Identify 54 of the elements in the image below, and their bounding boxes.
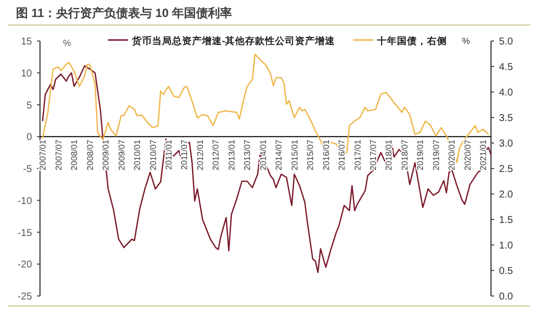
- x-tick-label: 2017/07: [368, 139, 378, 170]
- y-tick-label: -10: [18, 196, 32, 207]
- x-tick-label: 2012/01: [194, 139, 205, 170]
- x-tick-label: 2009/07: [116, 139, 126, 170]
- x-tick-label: 2011/01: [163, 139, 174, 170]
- x-tick-label: 2015/01: [289, 139, 300, 170]
- y2-tick-label: 5.0: [499, 36, 514, 48]
- y-tick-label: 0: [26, 132, 32, 144]
- x-tick-label: 2013/07: [242, 139, 252, 170]
- y-tick-label: -15: [18, 228, 32, 239]
- y-axis-title: %: [62, 38, 72, 48]
- y2-tick-label: 3.5: [499, 113, 514, 124]
- x-tick-label: 2008/07: [84, 139, 95, 170]
- x-tick-label: 2020/07: [462, 139, 472, 170]
- legend-label: 货币当局总资产增速-其他存款性公司资产增速: [131, 35, 336, 47]
- y2-tick-label: 1.0: [499, 240, 514, 252]
- y-tick-label: -25: [18, 292, 32, 302]
- chart-title: 图 11：央行资产负债表与 10 年国债利率: [16, 6, 232, 20]
- x-tick-label: 2012/07: [210, 139, 221, 170]
- x-tick-label: 2016/01: [320, 139, 331, 170]
- y2-tick-label: 4.0: [499, 88, 514, 98]
- y-tick-label: 15: [20, 36, 32, 48]
- x-tick-label: 2008/01: [69, 139, 80, 170]
- x-tick-label: 2018/07: [399, 139, 410, 170]
- x-tick-label: 2021/01: [478, 139, 488, 170]
- y2-axis-title: %: [462, 36, 470, 46]
- y2-tick-label: 2.0: [499, 190, 514, 200]
- y-tick-label: -5: [23, 164, 32, 175]
- y2-tick-label: 2.5: [499, 164, 514, 175]
- x-tick-label: 2010/01: [132, 139, 142, 170]
- x-tick-label: 2017/01: [352, 139, 362, 170]
- x-tick-label: 2007/01: [38, 139, 48, 170]
- x-tick-label: 2010/07: [148, 139, 158, 170]
- x-tick-label: 2014/01: [258, 139, 268, 170]
- x-tick-label: 2009/01: [100, 139, 111, 170]
- x-tick-label: 2013/01: [226, 139, 236, 170]
- x-tick-label: 2015/07: [305, 139, 316, 170]
- y2-tick-label: 0.0: [499, 292, 514, 302]
- x-tick-label: 2011/07: [179, 139, 190, 170]
- y-tick-label: 5: [26, 100, 32, 112]
- y2-tick-label: 3.0: [499, 138, 514, 150]
- y2-tick-label: 4.5: [499, 62, 514, 73]
- y2-tick-label: 0.5: [499, 266, 514, 277]
- x-tick-label: 2020/01: [446, 139, 457, 170]
- x-tick-label: 2007/07: [53, 139, 64, 170]
- legend-label: 十年国债，右侧: [376, 35, 448, 47]
- x-tick-label: 2018/01: [384, 139, 394, 170]
- y-tick-label: 10: [20, 68, 32, 80]
- x-tick-label: 2016/07: [336, 139, 347, 170]
- x-tick-label: 2019/07: [430, 139, 441, 170]
- y2-tick-label: 1.5: [499, 215, 514, 226]
- x-tick-label: 2014/07: [274, 139, 284, 170]
- x-tick-label: 2019/01: [415, 139, 426, 170]
- y-tick-label: -20: [18, 260, 32, 271]
